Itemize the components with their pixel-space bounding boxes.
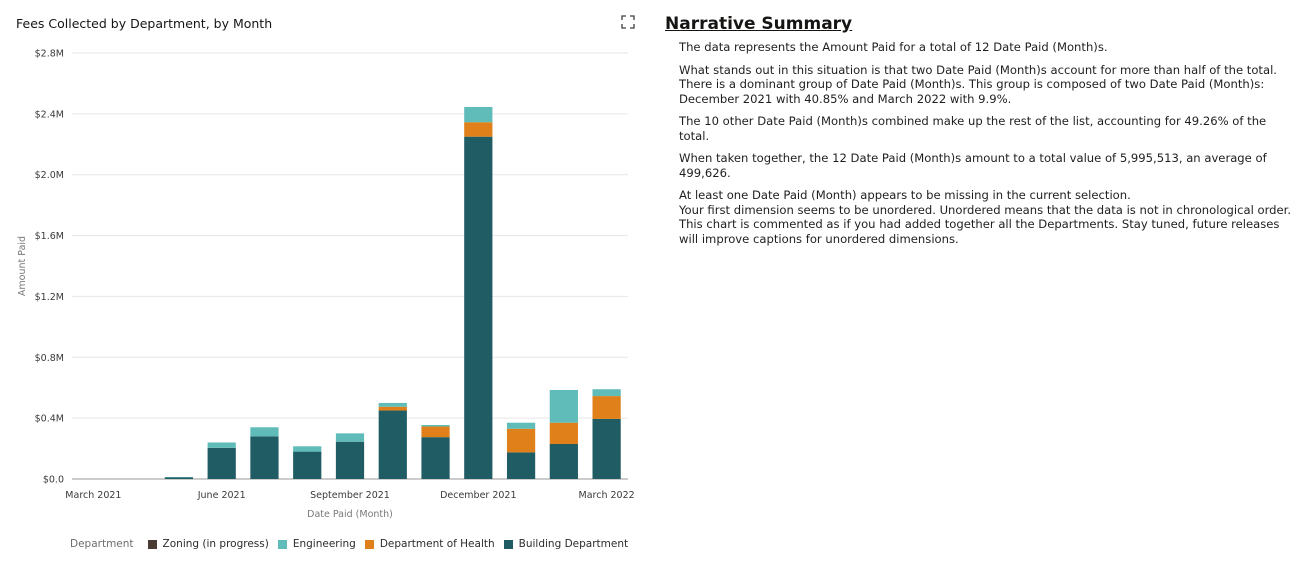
bar-segment[interactable] (335, 433, 365, 442)
bar-segment[interactable] (293, 451, 322, 479)
legend-swatch (277, 539, 287, 549)
narrative-line: At least one Date Paid (Month) appears t… (679, 188, 1131, 202)
legend-label: Building Department (518, 538, 629, 550)
x-tick-label: December 2021 (440, 490, 516, 501)
stacked-bar-chart: $0.0 $0.4M $0.8M $1.2M $1.6M $2.0M $2.4M $2.8M M… (17, 49, 635, 521)
legend-swatch (503, 539, 513, 549)
bar-segment[interactable] (293, 446, 322, 452)
narrative-paragraph: When taken together, the 12 Date Paid (M… (679, 151, 1267, 180)
legend-title: Department (70, 538, 134, 550)
y-tick-label: $0.8M (35, 353, 64, 364)
narrative-paragraph: The 10 other Date Paid (Month)s combined… (679, 114, 1267, 143)
bar-segment[interactable] (335, 441, 365, 479)
bar-segment[interactable] (506, 452, 536, 479)
bar-segment[interactable] (549, 389, 578, 423)
y-tick-label: $0.4M (35, 414, 64, 425)
narrative-heading: Narrative Summary (665, 14, 853, 34)
bar-segment[interactable] (549, 444, 578, 479)
bar-segment[interactable] (421, 424, 450, 427)
chart-legend: Department Zoning (in progress) Engineer… (70, 538, 637, 550)
bar-segment[interactable] (549, 422, 578, 445)
chart-panel: $0.0 $0.4M $0.8M $1.2M $1.6M $2.0M $2.4M $2.8M M… (0, 0, 650, 568)
legend-swatch (147, 539, 157, 549)
legend-label: Department of Health (379, 538, 495, 550)
legend-item-zoning[interactable]: Zoning (in progress) (147, 538, 269, 550)
y-tick-label: $1.6M (35, 231, 64, 242)
legend-label: Zoning (in progress) (162, 538, 269, 550)
chart-title: Fees Collected by Department, by Month (16, 16, 273, 31)
expand-icon[interactable] (620, 14, 636, 30)
y-tick-label: $2.4M (35, 109, 64, 120)
narrative-paragraph: The data represents the Amount Paid for … (679, 40, 1108, 54)
y-tick-label: $0.0 (43, 475, 64, 486)
y-tick-label: $1.2M (35, 292, 64, 303)
bar-segment[interactable] (464, 107, 493, 123)
bar-segment[interactable] (506, 422, 536, 429)
bar-segment[interactable] (378, 402, 407, 407)
legend-item-health[interactable]: Department of Health (364, 538, 495, 550)
bar-segment[interactable] (464, 136, 493, 479)
bar-segment[interactable] (207, 442, 236, 448)
bar-segment[interactable] (592, 396, 621, 419)
bar-segment[interactable] (378, 410, 407, 479)
legend-swatch (364, 539, 374, 549)
legend-item-building[interactable]: Building Department (503, 538, 629, 550)
bar-segment[interactable] (250, 427, 279, 437)
narrative-paragraph: At least one Date Paid (Month) appears t… (679, 188, 1293, 246)
y-axis-title: Amount Paid (17, 236, 28, 296)
x-tick-label: September 2021 (310, 490, 390, 501)
legend-label: Engineering (292, 538, 356, 550)
bar-segment[interactable] (506, 428, 536, 453)
bar-segment[interactable] (421, 426, 450, 438)
legend-item-engineering[interactable]: Engineering (277, 538, 356, 550)
bar-segment[interactable] (464, 122, 493, 137)
y-tick-label: $2.0M (35, 170, 64, 181)
x-tick-label: March 2021 (65, 490, 121, 501)
bar-segment[interactable] (592, 418, 621, 479)
bar-segment[interactable] (164, 477, 194, 479)
bar-segment[interactable] (164, 477, 194, 478)
narrative-line: Your first dimension seems to be unorder… (679, 202, 1292, 246)
bar-segment[interactable] (421, 437, 450, 479)
bar-segment[interactable] (207, 447, 236, 479)
x-tick-label: March 2022 (579, 490, 635, 501)
bar-segment[interactable] (250, 436, 279, 479)
x-tick-label: June 2021 (197, 490, 246, 501)
y-tick-label: $2.8M (35, 49, 64, 60)
bar-segment[interactable] (592, 389, 621, 397)
narrative-paragraph: What stands out in this situation is tha… (679, 62, 1277, 106)
x-axis-title: Date Paid (Month) (307, 509, 393, 520)
narrative-summary-panel: Narrative Summary The data represents th… (665, 14, 1293, 254)
bar-segment[interactable] (378, 406, 407, 411)
